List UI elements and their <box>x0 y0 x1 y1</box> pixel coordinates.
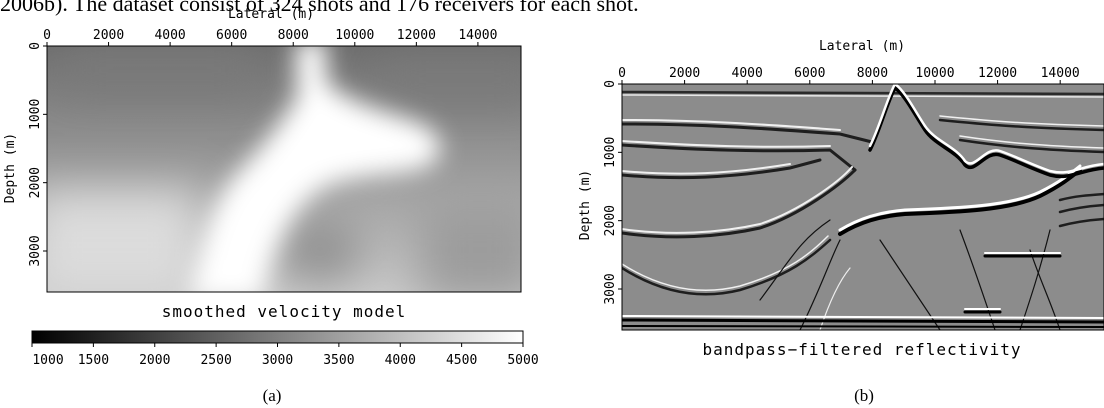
reflectivity-x-tick-label: 0 <box>618 66 626 81</box>
colorbar-tick-label: 4500 <box>446 353 477 368</box>
colorbar-ticks: 1000 1500 2000 2500 3000 3500 4000 4500 5000 <box>31 343 539 368</box>
velocity-x-tick-label: 12000 <box>397 28 436 43</box>
reflectivity-x-tick-label: 4000 <box>732 66 763 81</box>
subfigure-label-b: (b) <box>854 386 874 405</box>
reflectivity-x-tick-label: 8000 <box>857 66 888 81</box>
reflectivity-x-tick-label: 14000 <box>1041 66 1080 81</box>
colorbar-tick-label: 5000 <box>507 353 538 368</box>
velocity-x-ticks: 0 2000 4000 6000 8000 10000 12000 14000 <box>43 28 497 46</box>
reflectivity-image <box>622 84 1104 330</box>
reflectivity-y-tick-label: 0 <box>603 80 618 88</box>
velocity-x-tick-label: 14000 <box>458 28 497 43</box>
reflectivity-x-tick-label: 12000 <box>978 66 1017 81</box>
velocity-x-tick-label: 10000 <box>335 28 374 43</box>
velocity-y-tick-label: 3000 <box>28 235 43 266</box>
colorbar-tick-label: 2500 <box>200 353 231 368</box>
velocity-x-tick-label: 4000 <box>154 28 185 43</box>
colorbar-tick-label: 2000 <box>139 353 170 368</box>
reflectivity-x-tick-label: 2000 <box>669 66 700 81</box>
velocity-y-tick-label: 2000 <box>28 167 43 198</box>
reflectivity-caption: bandpass−filtered reflectivity <box>703 340 1022 359</box>
velocity-caption: smoothed velocity model <box>162 302 407 321</box>
colorbar-tick-label: 1500 <box>78 353 109 368</box>
reflectivity-x-tick-label: 6000 <box>794 66 825 81</box>
velocity-ylabel: Depth (m) <box>3 133 18 203</box>
velocity-colorbar <box>31 330 524 344</box>
colorbar-tick-label: 1000 <box>32 353 63 368</box>
reflectivity-y-tick-label: 2000 <box>603 205 618 236</box>
subfigure-label-a: (a) <box>263 386 282 405</box>
velocity-frame <box>46 45 522 293</box>
reflectivity-x-ticks: 0 2000 4000 6000 8000 10000 12000 14000 <box>618 66 1080 84</box>
velocity-x-tick-label: 8000 <box>278 28 309 43</box>
reflectivity-frame <box>621 83 1104 331</box>
velocity-x-tick-label: 2000 <box>93 28 124 43</box>
reflectivity-ylabel: Depth (m) <box>578 170 593 240</box>
reflectivity-xlabel: Lateral (m) <box>819 39 905 54</box>
colorbar-tick-label: 4000 <box>385 353 416 368</box>
velocity-xlabel: Lateral (m) <box>228 7 314 22</box>
reflectivity-x-tick-label: 10000 <box>915 66 954 81</box>
velocity-y-ticks: 0 1000 2000 3000 <box>28 42 47 267</box>
velocity-x-tick-label: 6000 <box>216 28 247 43</box>
colorbar-tick-label: 3000 <box>262 353 293 368</box>
velocity-y-tick-label: 1000 <box>28 99 43 130</box>
velocity-model-image <box>47 46 521 292</box>
colorbar-tick-label: 3500 <box>323 353 354 368</box>
velocity-model-panel: Lateral (m) 0 2000 4000 6000 8000 10000 12000 1… <box>3 7 539 405</box>
reflectivity-y-ticks: 0 1000 2000 3000 <box>603 80 622 305</box>
velocity-x-tick-label: 0 <box>43 28 51 43</box>
velocity-y-tick-label: 0 <box>28 42 43 50</box>
reflectivity-panel: Lateral (m) 0 2000 4000 6000 8000 10000 12000 1… <box>578 39 1104 405</box>
reflectivity-y-tick-label: 3000 <box>603 273 618 304</box>
reflectivity-y-tick-label: 1000 <box>603 137 618 168</box>
body-text-line: 2006b). The dataset consist of 324 shots… <box>0 0 639 16</box>
